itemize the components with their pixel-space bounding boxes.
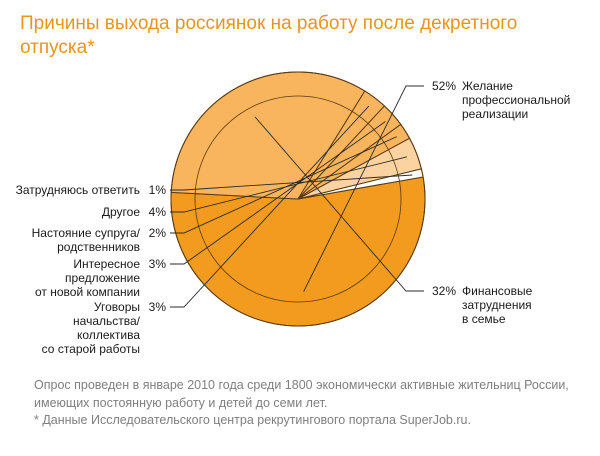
slice-label: коллектива xyxy=(77,328,140,342)
slice-label: Затрудняюсь ответить xyxy=(16,183,140,197)
slice-label: Уговоры xyxy=(94,300,140,314)
slice-percent-label: 52% xyxy=(432,79,456,93)
slice-label: затруднения xyxy=(462,298,532,312)
slice-percent-label: 3% xyxy=(149,300,167,314)
leader-line xyxy=(170,105,370,308)
leader-line xyxy=(170,156,408,213)
slice-label: со старой работы xyxy=(42,342,140,356)
slice-label: родственников xyxy=(57,240,140,254)
slice-label: Другое xyxy=(102,205,140,219)
slice-percent-label: 32% xyxy=(432,284,456,298)
slice-label: начальства/ xyxy=(73,314,141,328)
slice-percent-label: 1% xyxy=(149,183,167,197)
leader-line xyxy=(170,121,386,265)
slice-label: в семье xyxy=(462,312,506,326)
slice-label: Желание xyxy=(462,79,513,93)
slice-percent-label: 4% xyxy=(149,205,167,219)
leader-line xyxy=(170,174,413,191)
slice-label: Настояние супруга/ xyxy=(32,226,141,240)
slice-label: Интересное xyxy=(73,257,140,271)
leader-line xyxy=(170,136,397,234)
leader-line xyxy=(303,85,424,292)
source-footnote: * Данные Исследовательского центра рекру… xyxy=(34,413,471,427)
pie-outline xyxy=(170,71,426,327)
pie-slices xyxy=(170,71,426,327)
slice-label: от новой компании xyxy=(35,285,140,299)
slice-label: Финансовые xyxy=(462,284,533,298)
chart-title: Причины выхода россиянок на работу после… xyxy=(20,13,518,58)
inner-ring xyxy=(194,95,402,303)
slice-label: предложение xyxy=(65,271,140,285)
slice-percent-label: 2% xyxy=(149,226,167,240)
survey-footnote: Опрос проведен в январе 2010 года среди … xyxy=(34,378,569,410)
slice-percent-label: 3% xyxy=(149,257,167,271)
slice-label: профессиональной xyxy=(462,93,570,107)
slice-label: реализации xyxy=(462,107,528,121)
leader-lines xyxy=(170,85,424,308)
